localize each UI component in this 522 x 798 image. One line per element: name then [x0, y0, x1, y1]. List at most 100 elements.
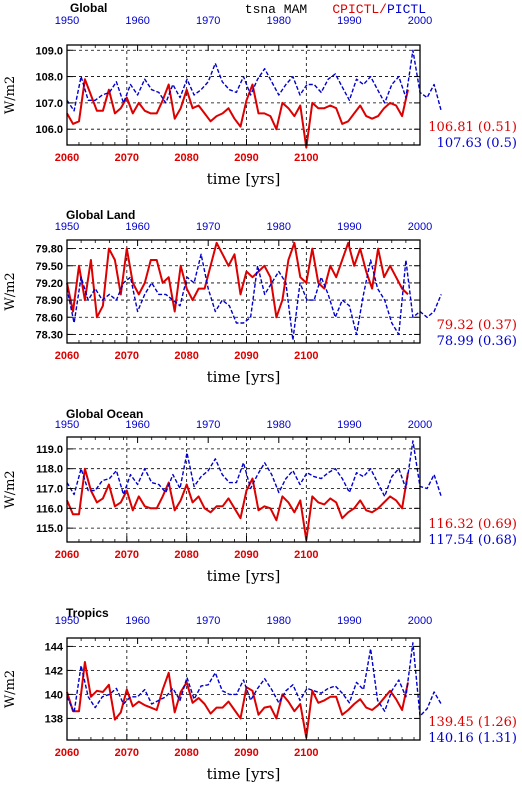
y-tick-label: 106.0 — [35, 124, 63, 136]
x-tick-label-bottom: 2080 — [174, 747, 198, 759]
y-axis-label: W/m2 — [3, 470, 18, 508]
y-tick-label: 119.0 — [36, 444, 63, 456]
plot-frame — [66, 436, 421, 543]
stat-label-red: 79.32 (0.37) — [437, 318, 517, 333]
y-tick-label: 79.50 — [35, 261, 63, 273]
x-tick-label-bottom: 2080 — [174, 549, 198, 561]
y-tick-label: 140 — [45, 689, 63, 701]
x-tick-label-bottom: 2070 — [115, 747, 139, 759]
x-tick-label-bottom: 2100 — [294, 350, 318, 362]
stat-label-blue: 78.99 (0.36) — [437, 334, 517, 349]
chart-panel-3: Tropics 138 140 142 144 W/m2 2060 2070 2080 2090 2… — [3, 606, 517, 783]
panel-title: Global Land — [66, 208, 135, 222]
x-tick-label-top: 1980 — [267, 419, 291, 431]
x-tick-label-bottom: 2090 — [234, 152, 258, 164]
x-tick-label-bottom: 2100 — [294, 747, 318, 759]
legend-blue: PICTL — [387, 2, 426, 17]
x-tick-label-top: 1990 — [337, 615, 361, 627]
x-tick-label-top: 1990 — [337, 419, 361, 431]
x-tick-label-bottom: 2080 — [174, 350, 198, 362]
x-tick-label-top: 2000 — [408, 419, 432, 431]
y-axis-label: W/m2 — [3, 272, 18, 310]
x-tick-label-bottom: 2100 — [294, 152, 318, 164]
x-tick-label-top: 1960 — [125, 221, 149, 233]
x-tick-label-top: 2000 — [408, 15, 432, 27]
chart-panel-0: 106.0 107.0 108.0 109.0 W/m2 2060 2070 2080 2090… — [3, 15, 517, 188]
y-tick-label: 78.60 — [35, 312, 63, 324]
series-line-blue — [66, 253, 442, 341]
y-tick-label: 142 — [45, 665, 63, 677]
chart-panel-1: Global Land 78.30 78.60 78.90 79.20 79.50 79.8… — [3, 208, 517, 386]
x-tick-label-bottom: 2060 — [55, 152, 79, 164]
panel-title-global: Global — [70, 1, 107, 15]
panel-title: Tropics — [66, 606, 109, 620]
x-tick-label-top: 1960 — [125, 419, 149, 431]
series-line-red — [66, 241, 409, 319]
stat-label-red: 139.45 (1.26) — [428, 715, 517, 730]
x-tick-label-bottom: 2090 — [234, 350, 258, 362]
x-tick-label-bottom: 2080 — [174, 152, 198, 164]
x-tick-label-top: 1960 — [125, 15, 149, 27]
x-tick-label-top: 1960 — [125, 615, 149, 627]
x-tick-label-bottom: 2070 — [115, 350, 139, 362]
legend-title: CPICTL/PICTL — [332, 2, 426, 17]
x-axis-label: time [yrs] — [207, 368, 281, 386]
x-tick-label-top: 1970 — [196, 15, 220, 27]
plot-frame — [66, 44, 421, 146]
y-tick-label: 118.0 — [36, 464, 63, 476]
x-tick-label-bottom: 2060 — [55, 549, 79, 561]
y-axis-label: W/m2 — [3, 670, 18, 708]
x-tick-label-top: 1950 — [55, 615, 79, 627]
x-tick-label-top: 1970 — [196, 221, 220, 233]
y-tick-label: 79.20 — [35, 278, 63, 290]
stat-label-blue: 117.54 (0.68) — [428, 533, 517, 548]
x-tick-label-top: 1970 — [196, 615, 220, 627]
x-tick-label-top: 2000 — [408, 615, 432, 627]
y-tick-label: 108.0 — [35, 72, 63, 84]
stat-label-red: 116.32 (0.69) — [428, 517, 517, 532]
x-tick-label-top: 1950 — [55, 419, 79, 431]
x-tick-label-bottom: 2100 — [294, 549, 318, 561]
y-tick-label: 116.0 — [36, 503, 63, 515]
chart-panel-2: Global Ocean 115.0 116.0 117.0 118.0 119.0 W/m… — [3, 407, 517, 585]
chart-main-title: tsna MAM — [245, 2, 307, 17]
x-axis-label: time [yrs] — [207, 765, 281, 783]
x-tick-label-bottom: 2090 — [234, 549, 258, 561]
series-line-red — [66, 467, 409, 541]
x-axis-label: time [yrs] — [207, 170, 281, 188]
x-tick-label-top: 1980 — [267, 221, 291, 233]
y-tick-label: 78.30 — [35, 329, 63, 341]
y-tick-label: 117.0 — [36, 484, 63, 496]
stat-label-red: 106.81 (0.51) — [428, 120, 517, 135]
x-tick-label-bottom: 2060 — [55, 350, 79, 362]
plot-frame — [66, 637, 421, 741]
series-line-blue — [66, 642, 442, 717]
series-line-red — [66, 78, 409, 149]
x-tick-label-top: 1980 — [267, 615, 291, 627]
x-tick-label-top: 1980 — [267, 15, 291, 27]
x-tick-label-top: 2000 — [408, 221, 432, 233]
x-tick-label-top: 1990 — [337, 221, 361, 233]
x-tick-label-bottom: 2060 — [55, 747, 79, 759]
x-tick-label-bottom: 2070 — [115, 152, 139, 164]
y-tick-label: 144 — [45, 641, 64, 653]
panel-title: Global Ocean — [66, 407, 143, 421]
x-tick-label-bottom: 2070 — [115, 549, 139, 561]
x-tick-label-top: 1950 — [55, 15, 79, 27]
y-tick-label: 138 — [45, 713, 63, 725]
x-axis-label: time [yrs] — [207, 567, 281, 585]
x-tick-label-top: 1990 — [337, 15, 361, 27]
x-tick-label-top: 1970 — [196, 419, 220, 431]
y-tick-label: 78.90 — [35, 295, 63, 307]
x-tick-label-top: 1950 — [55, 221, 79, 233]
stat-label-blue: 107.63 (0.5) — [437, 136, 517, 151]
series-line-blue — [66, 440, 442, 498]
legend-separator: / — [379, 2, 387, 17]
stat-label-blue: 140.16 (1.31) — [428, 731, 517, 746]
series-line-red — [66, 661, 409, 739]
y-tick-label: 109.0 — [35, 45, 63, 57]
x-tick-label-bottom: 2090 — [234, 747, 258, 759]
y-tick-label: 107.0 — [35, 98, 63, 110]
y-tick-label: 115.0 — [36, 523, 63, 535]
